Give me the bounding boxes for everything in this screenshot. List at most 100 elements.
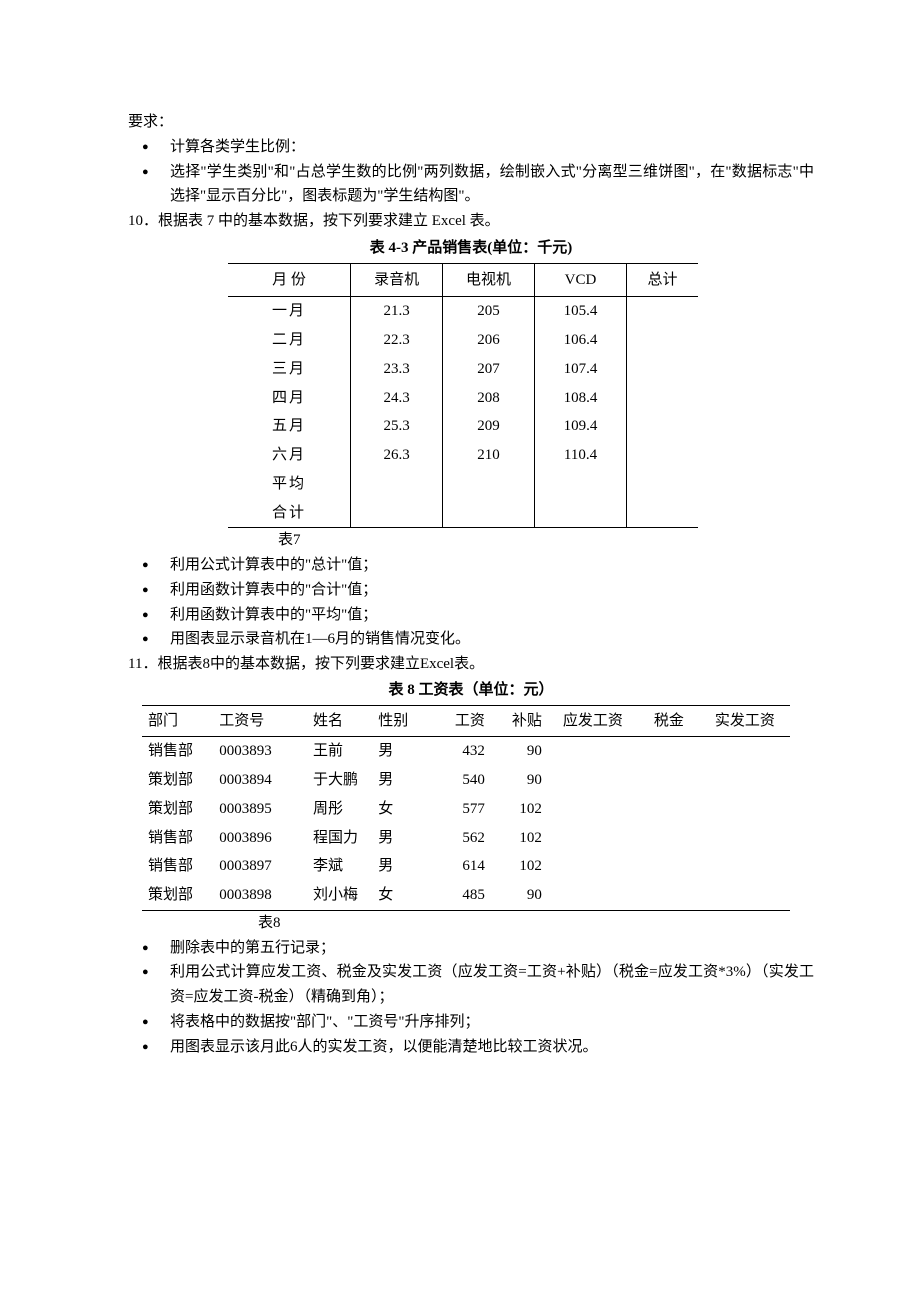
cell-value [548,881,638,910]
cell-value [351,499,443,528]
cell-value: 106.4 [535,326,627,355]
salary-table-body: 销售部0003893王前男43290策划部0003894于大鹏男54090策划部… [142,737,790,911]
cell-value: 90 [491,881,548,910]
cell-value: 26.3 [351,441,443,470]
cell-value: 销售部 [142,852,213,881]
cell-month: 平均 [228,470,351,499]
col-header-wage: 工资 [429,705,491,737]
cell-value: 0003897 [213,852,301,881]
cell-value: 107.4 [535,355,627,384]
cell-value [548,852,638,881]
cell-value: 90 [491,766,548,795]
cell-value: 女 [372,795,429,824]
cell-value: 614 [429,852,491,881]
cell-value: 刘小梅 [301,881,372,910]
cell-value [351,470,443,499]
cell-value [700,766,790,795]
cell-value: 销售部 [142,824,213,853]
sales-table-label: 表7 [128,528,814,553]
cell-value [626,412,698,441]
cell-value: 0003896 [213,824,301,853]
cell-value: 23.3 [351,355,443,384]
col-header-dept: 部门 [142,705,213,737]
cell-value: 24.3 [351,384,443,413]
cell-value: 207 [443,355,535,384]
sales-table-caption: 表 4-3 产品销售表(单位：千元) [128,236,814,261]
cell-value: 22.3 [351,326,443,355]
cell-value: 0003894 [213,766,301,795]
cell-value [700,852,790,881]
cell-value: 562 [429,824,491,853]
table-row: 二月22.3206106.4 [228,326,698,355]
table-row: 销售部0003897李斌男614102 [142,852,790,881]
cell-value [626,470,698,499]
cell-value: 0003898 [213,881,301,910]
cell-value [700,824,790,853]
cell-value: 策划部 [142,881,213,910]
cell-value [700,795,790,824]
cell-value [626,297,698,326]
cell-value [626,384,698,413]
salary-table-caption: 表 8 工资表（单位：元） [128,678,814,703]
cell-value [548,737,638,766]
cell-value: 策划部 [142,795,213,824]
list-item: 利用公式计算应发工资、税金及实发工资（应发工资=工资+补贴）（税金=应发工资*3… [128,960,814,1010]
table-row: 平均 [228,470,698,499]
cell-value: 女 [372,881,429,910]
col-header-total: 总计 [626,263,698,297]
cell-value [626,499,698,528]
cell-value [443,470,535,499]
table-row: 六月26.3210110.4 [228,441,698,470]
cell-value: 周彤 [301,795,372,824]
sales-table-body: 一月21.3205105.4二月22.3206106.4三月23.3207107… [228,297,698,528]
cell-month: 四月 [228,384,351,413]
list-item: 利用公式计算表中的"总计"值； [128,553,814,578]
table-row: 销售部0003896程国力男562102 [142,824,790,853]
cell-value: 109.4 [535,412,627,441]
cell-value [626,326,698,355]
product-sales-table: 月 份 录音机 电视机 VCD 总计 一月21.3205105.4二月22.32… [228,263,698,529]
cell-month: 合计 [228,499,351,528]
cell-value: 540 [429,766,491,795]
salary-table-label: 表8 [128,911,814,936]
col-header-sex: 性别 [372,705,429,737]
requirements-list-top: 计算各类学生比例： 选择"学生类别"和"占总学生数的比例"两列数据，绘制嵌入式"… [128,135,814,209]
cell-value [548,795,638,824]
col-header-month: 月 份 [228,263,351,297]
table-row: 销售部0003893王前男43290 [142,737,790,766]
cell-value [638,824,700,853]
cell-month: 一月 [228,297,351,326]
cell-value: 0003893 [213,737,301,766]
cell-value: 于大鹏 [301,766,372,795]
cell-value: 90 [491,737,548,766]
cell-value: 102 [491,852,548,881]
question-10: 10．根据表 7 中的基本数据，按下列要求建立 Excel 表。 [128,209,814,234]
cell-month: 三月 [228,355,351,384]
cell-value: 程国力 [301,824,372,853]
cell-value: 485 [429,881,491,910]
list-item: 用图表显示该月此6人的实发工资，以便能清楚地比较工资状况。 [128,1035,814,1060]
cell-value: 男 [372,824,429,853]
cell-value: 210 [443,441,535,470]
col-header-recorder: 录音机 [351,263,443,297]
col-header-due: 应发工资 [548,705,638,737]
cell-value: 105.4 [535,297,627,326]
requirements-list-mid: 利用公式计算表中的"总计"值； 利用函数计算表中的"合计"值； 利用函数计算表中… [128,553,814,652]
cell-value [535,470,627,499]
cell-value: 432 [429,737,491,766]
cell-month: 五月 [228,412,351,441]
cell-value: 577 [429,795,491,824]
list-item: 计算各类学生比例： [128,135,814,160]
cell-value [626,355,698,384]
table-row: 三月23.3207107.4 [228,355,698,384]
cell-value: 男 [372,852,429,881]
cell-value: 108.4 [535,384,627,413]
cell-value [638,881,700,910]
cell-value: 209 [443,412,535,441]
list-item: 将表格中的数据按"部门"、"工资号"升序排列； [128,1010,814,1035]
cell-value: 销售部 [142,737,213,766]
list-item: 利用函数计算表中的"合计"值； [128,578,814,603]
cell-value: 策划部 [142,766,213,795]
table-row: 策划部0003895周彤女577102 [142,795,790,824]
table-row: 策划部0003898刘小梅女48590 [142,881,790,910]
